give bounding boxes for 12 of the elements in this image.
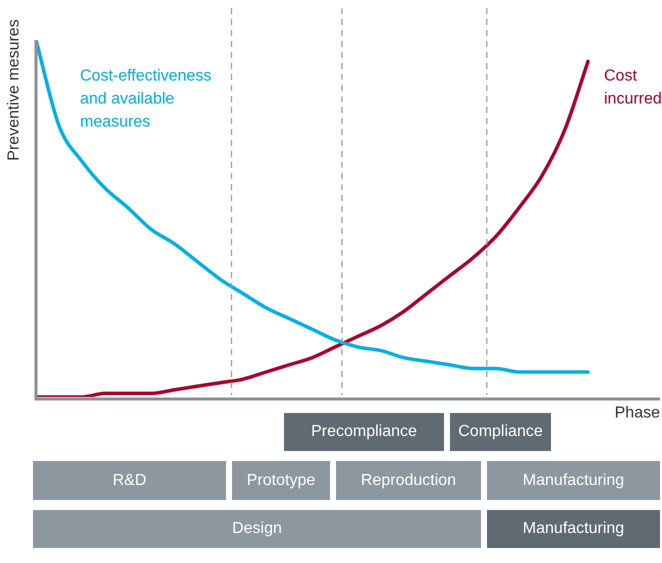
text: R&D (33, 461, 226, 500)
series-label: Cost-effectiveness and available measures (80, 67, 212, 130)
series-label: Cost incurred (604, 67, 662, 108)
text: Compliance (450, 413, 551, 451)
text: Design (33, 510, 481, 548)
text: Manufacturing (487, 461, 660, 500)
x-axis-title: Phase (614, 404, 660, 422)
y-axis-title: Preventive mesures (5, 19, 22, 161)
text: Reproduction (336, 461, 481, 500)
text: Manufacturing (487, 510, 660, 548)
text: Prototype (232, 461, 330, 500)
text: Precompliance (284, 413, 444, 451)
